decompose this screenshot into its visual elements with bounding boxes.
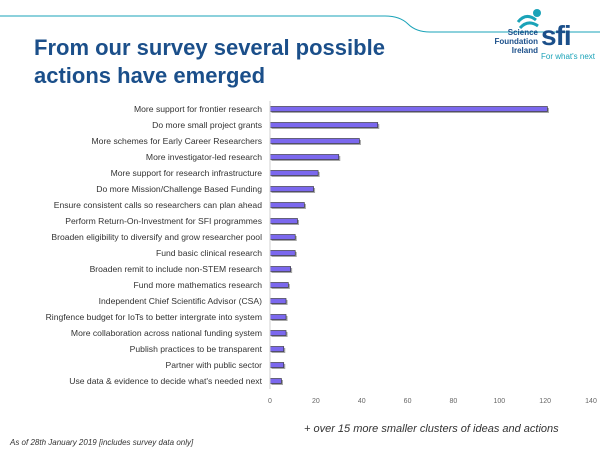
category-label: Fund basic clinical research (156, 248, 262, 258)
bar-15 (269, 330, 287, 336)
bar-11 (269, 266, 291, 272)
page-title: From our survey several possible actions… (34, 35, 385, 88)
category-label: Broaden remit to include non-STEM resear… (90, 264, 263, 274)
category-label: More support for frontier research (134, 104, 262, 114)
bar-9 (269, 234, 296, 240)
bar-17 (269, 362, 285, 368)
x-tick-label: 100 (493, 398, 505, 405)
category-label: Independent Chief Scientific Advisor (CS… (99, 296, 263, 306)
x-tick-label: 40 (358, 398, 366, 405)
x-tick-label: 140 (585, 398, 597, 405)
bar-1 (269, 106, 548, 112)
bar-10 (269, 250, 296, 256)
bars-layer (269, 106, 549, 385)
bar-3 (269, 138, 360, 144)
category-label: More investigator-led research (146, 152, 262, 162)
header-decorative-line (0, 15, 600, 33)
x-tick-label: 20 (312, 398, 320, 405)
bar-2 (269, 122, 379, 128)
category-label: Do more Mission/Challenge Based Funding (96, 184, 262, 194)
bar-14 (269, 314, 287, 320)
bar-13 (269, 298, 287, 304)
logo-wordmark: sfi (541, 20, 572, 51)
category-label: Ringfence budget for IoTs to better inte… (46, 312, 262, 322)
bar-12 (269, 282, 289, 288)
logo-tagline: For what's next (541, 52, 595, 61)
category-label: More support for research infrastructure (111, 168, 263, 178)
x-tick-label: 120 (539, 398, 551, 405)
category-label: Ensure consistent calls so researchers c… (54, 200, 262, 210)
category-label: Partner with public sector (166, 360, 263, 370)
category-label: Do more small project grants (152, 120, 262, 130)
sfi-logo: Science Foundation Ireland sfi For what'… (486, 8, 596, 68)
category-label: More schemes for Early Career Researcher… (92, 136, 263, 146)
bar-6 (269, 186, 314, 192)
logo-org-line-2: Foundation (494, 37, 538, 46)
category-label: More collaboration across national fundi… (71, 328, 262, 338)
bar-5 (269, 170, 319, 176)
bar-16 (269, 346, 285, 352)
category-label: Publish practices to be transparent (130, 344, 263, 354)
category-label: Broaden eligibility to diversify and gro… (51, 232, 262, 242)
logo-org-line-3: Ireland (511, 46, 538, 55)
sfi-logo-mark-icon (516, 9, 541, 30)
x-tick-label: 60 (404, 398, 412, 405)
category-label: Fund more mathematics research (134, 280, 263, 290)
category-labels-layer: More support for frontier research Do mor… (46, 104, 263, 386)
actions-bar-chart: More support for frontier research Do mor… (46, 101, 597, 405)
bar-7 (269, 202, 305, 208)
as-of-note: As of 28th January 2019 [includes survey… (10, 438, 194, 447)
bar-4 (269, 154, 340, 160)
bar-18 (269, 378, 282, 384)
x-tick-label: 0 (268, 398, 272, 405)
category-label: Perform Return-On-Investment for SFI pro… (65, 216, 262, 226)
footnote: + over 15 more smaller clusters of ideas… (304, 423, 559, 435)
x-tick-label: 80 (450, 398, 458, 405)
logo-org-line-1: Science (507, 28, 538, 37)
tick-labels-layer: 0 20 40 60 80 100 120 140 (268, 398, 597, 405)
bar-8 (269, 218, 298, 224)
logo-org-name: Science Foundation Ireland (486, 28, 538, 55)
category-label: Use data & evidence to decide what's nee… (69, 376, 262, 386)
